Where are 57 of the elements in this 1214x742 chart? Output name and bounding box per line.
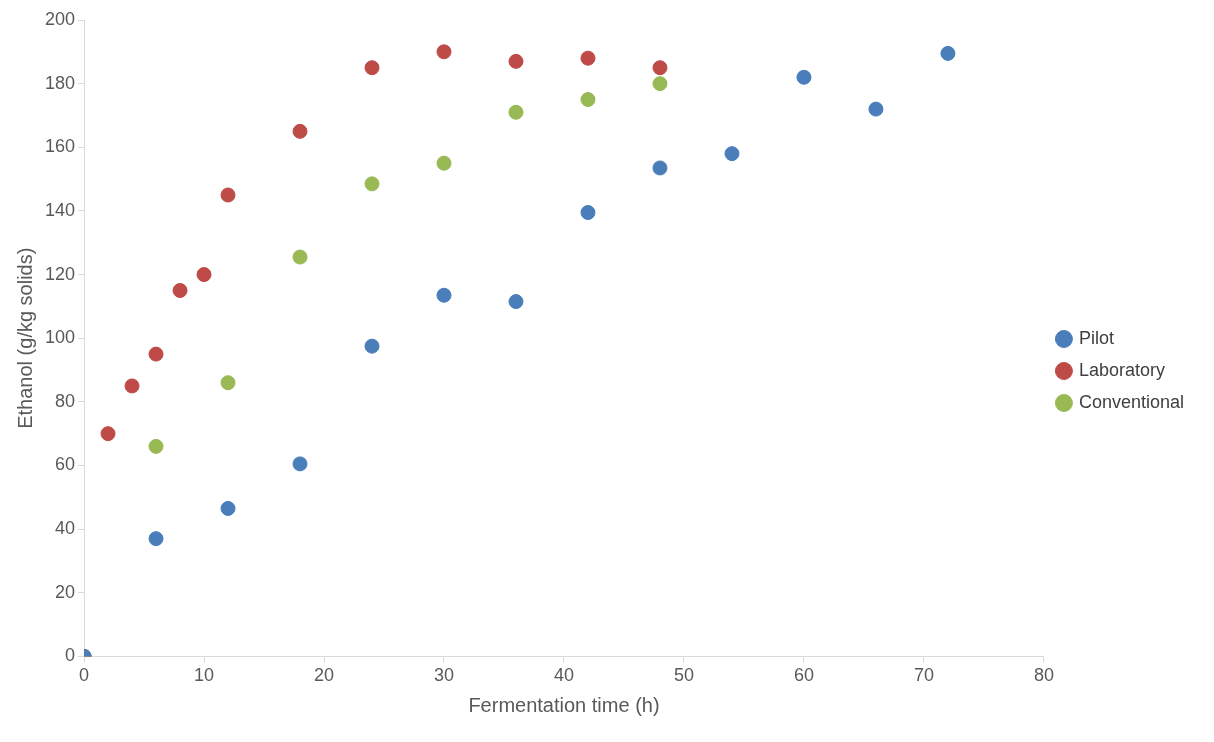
- point: [436, 44, 452, 60]
- y-tick-label: 60: [55, 454, 76, 475]
- point: [580, 92, 596, 108]
- x-tick-label: 30: [433, 665, 455, 686]
- point: [724, 146, 740, 162]
- y-tick-label: 200: [44, 8, 76, 29]
- x-axis-title: Fermentation time (h): [468, 693, 660, 716]
- x-tick-label: 10: [194, 665, 215, 686]
- x-tick-label: 0: [79, 665, 90, 686]
- point: [364, 60, 380, 76]
- point: [100, 426, 116, 442]
- point: [436, 155, 452, 171]
- y-tick-label: 100: [44, 327, 76, 348]
- point: [220, 375, 236, 391]
- point: [172, 282, 188, 298]
- point: [148, 531, 164, 547]
- y-tick-label: 160: [44, 136, 76, 157]
- point: [580, 50, 596, 66]
- x-tick-label: 40: [553, 665, 574, 686]
- x-tick-label: 50: [673, 665, 694, 686]
- legend-label: Pilot: [1078, 327, 1114, 348]
- legend-label: Conventional: [1078, 391, 1184, 412]
- point: [148, 438, 164, 454]
- y-tick-label: 80: [55, 390, 76, 411]
- point: [652, 60, 668, 76]
- y-tick-label: 40: [55, 518, 76, 539]
- y-tick-label: 180: [44, 72, 76, 93]
- point: [292, 456, 308, 472]
- point: [796, 69, 812, 85]
- point: [220, 187, 236, 203]
- point: [292, 249, 308, 265]
- y-tick-label: 20: [55, 581, 76, 602]
- y-tick-label: 120: [44, 263, 76, 284]
- y-axis-title: Ethanol (g/kg solids): [13, 247, 36, 429]
- x-tick-label: 60: [793, 665, 814, 686]
- point: [940, 45, 956, 61]
- point: [292, 123, 308, 139]
- point: [364, 338, 380, 354]
- point: [148, 346, 164, 362]
- point: [652, 76, 668, 92]
- legend-label: Laboratory: [1078, 359, 1165, 380]
- point: [124, 378, 140, 394]
- point: [868, 101, 884, 117]
- x-tick-label: 20: [313, 665, 335, 686]
- point: [436, 287, 452, 303]
- y-tick-label: 140: [44, 199, 76, 220]
- point: [508, 53, 524, 69]
- point: [364, 176, 380, 192]
- point: [652, 160, 668, 176]
- x-tick-label: 70: [913, 665, 934, 686]
- y-tick-label: 0: [65, 645, 76, 666]
- x-tick-label: 80: [1033, 665, 1054, 686]
- point: [508, 104, 524, 120]
- point: [508, 294, 524, 310]
- point: [220, 500, 236, 516]
- point: [580, 205, 596, 221]
- point: [196, 267, 212, 283]
